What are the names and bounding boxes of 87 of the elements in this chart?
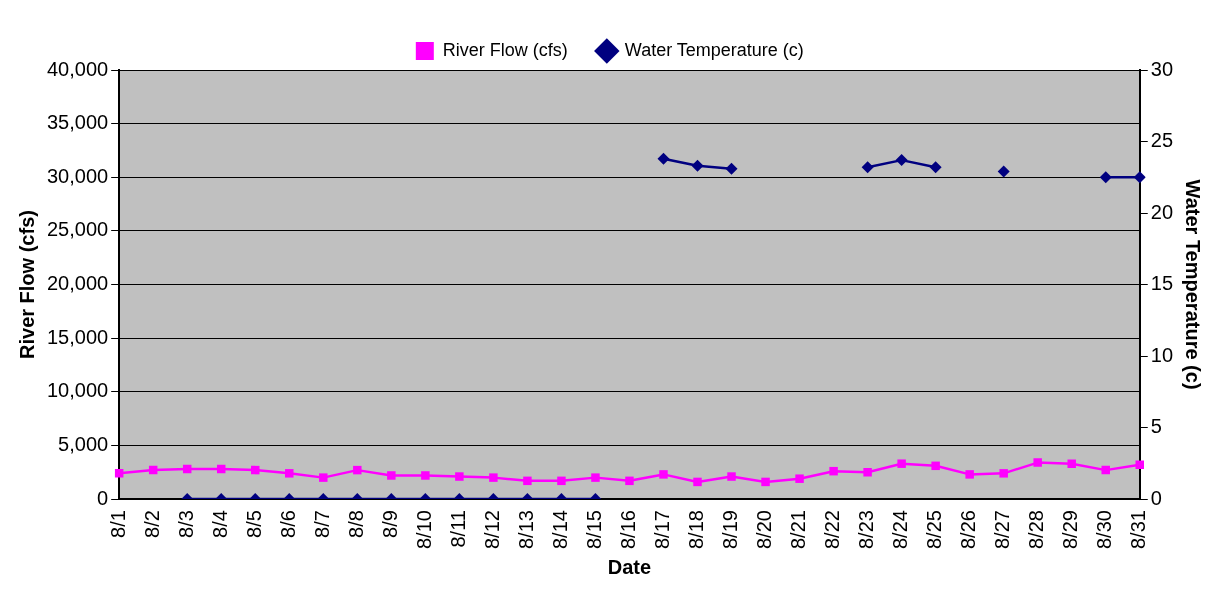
x-tick-label: 8/2 [140, 510, 163, 538]
x-tick-label: 8/31 [1127, 510, 1150, 550]
x-tick-label: 8/16 [616, 510, 639, 550]
x-tick-label: 8/1 [106, 510, 129, 538]
x-tick-label: 8/13 [514, 510, 537, 550]
point [965, 470, 974, 479]
x-tick-label: 8/9 [378, 510, 401, 538]
legend-label: Water Temperature (c) [624, 39, 804, 60]
point [557, 476, 566, 486]
x-axis-title: Date [607, 555, 652, 578]
y-axis-title: River Flow (cfs) [15, 210, 38, 359]
point [929, 161, 942, 174]
point [1033, 458, 1042, 467]
point [727, 472, 736, 481]
point [387, 471, 396, 480]
x-tick-label: 8/27 [991, 510, 1014, 550]
point [1067, 459, 1076, 468]
x-tick-label: 8/22 [821, 510, 844, 550]
point [657, 152, 670, 165]
point [421, 471, 430, 480]
x-tick-label: 8/23 [855, 510, 878, 550]
y-tick-label: 10,000 [47, 379, 109, 402]
y-tick-label: 40,000 [47, 57, 109, 80]
y2-tick-label: 5 [1150, 415, 1162, 438]
y-tick-label: 5,000 [58, 432, 109, 455]
point [1101, 465, 1110, 475]
point [285, 469, 294, 478]
y-tick-label: 0 [97, 486, 109, 509]
point [489, 473, 498, 482]
point [625, 476, 634, 486]
x-tick-label: 8/8 [344, 510, 367, 538]
x-tick-label: 8/4 [208, 510, 231, 538]
x-tick-label: 8/26 [957, 510, 980, 550]
point [999, 469, 1008, 478]
y-tick-label: 30,000 [47, 164, 109, 187]
point [829, 466, 838, 476]
x-tick-label: 8/7 [310, 510, 333, 538]
point [114, 469, 124, 478]
point [1099, 171, 1112, 184]
y-tick-label: 25,000 [47, 218, 109, 241]
point [693, 477, 702, 487]
point [895, 154, 908, 167]
y-tick-label: 15,000 [47, 325, 109, 348]
point [691, 159, 704, 172]
point [659, 470, 668, 479]
y2-tick-label: 10 [1150, 343, 1173, 366]
point [455, 472, 464, 481]
legend-label: River Flow (cfs) [442, 39, 568, 60]
y2-tick-label: 15 [1150, 272, 1173, 295]
point [795, 474, 804, 483]
point [997, 165, 1010, 178]
point [591, 473, 600, 482]
point [761, 477, 770, 487]
point [523, 476, 532, 486]
x-tick-label: 8/24 [889, 510, 912, 550]
point [353, 465, 362, 475]
x-tick-label: 8/25 [923, 510, 946, 550]
point [725, 162, 738, 175]
x-tick-label: 8/20 [753, 510, 776, 550]
x-tick-label: 8/11 [446, 510, 469, 548]
x-tick-label: 8/19 [719, 510, 742, 550]
x-tick-label: 8/3 [174, 510, 197, 538]
x-tick-label: 8/17 [651, 510, 673, 550]
x-tick-label: 8/14 [548, 510, 571, 550]
x-tick-label: 8/30 [1093, 510, 1116, 550]
x-tick-label: 8/28 [1025, 510, 1048, 550]
y2-tick-label: 25 [1150, 129, 1173, 152]
y2-axis-title: Water Temperature (c) [1182, 179, 1205, 390]
x-tick-label: 8/5 [242, 510, 265, 538]
y2-tick-label: 30 [1150, 57, 1173, 80]
point [931, 461, 940, 471]
x-tick-label: 8/18 [685, 510, 708, 550]
point [861, 161, 874, 174]
point [863, 468, 872, 477]
y-tick-label: 35,000 [47, 111, 109, 134]
x-tick-label: 8/12 [480, 510, 503, 550]
x-tick-label: 8/29 [1059, 510, 1082, 550]
y-tick-label: 20,000 [47, 272, 109, 295]
x-tick-label: 8/6 [276, 510, 299, 538]
point [897, 459, 906, 468]
x-tick-label: 8/15 [582, 510, 605, 550]
y2-tick-label: 20 [1150, 200, 1173, 223]
x-tick-label: 8/10 [412, 510, 435, 550]
point [1133, 171, 1146, 184]
point [319, 473, 328, 482]
x-tick-label: 8/21 [787, 510, 810, 550]
y2-tick-label: 0 [1150, 486, 1162, 509]
